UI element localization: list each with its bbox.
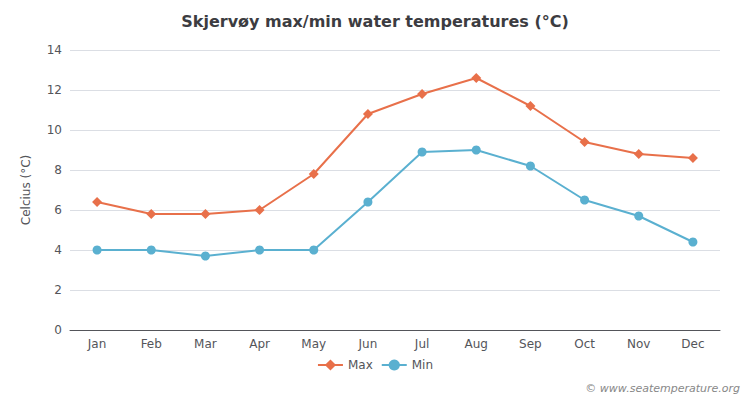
svg-text:Skjervøy max/min water tempera: Skjervøy max/min water temperatures (°C) <box>181 12 569 31</box>
svg-text:Jun: Jun <box>358 337 378 351</box>
svg-text:Nov: Nov <box>627 337 650 351</box>
svg-text:14: 14 <box>47 43 62 57</box>
svg-text:May: May <box>301 337 326 351</box>
svg-text:Mar: Mar <box>194 337 217 351</box>
svg-text:12: 12 <box>47 83 62 97</box>
svg-text:10: 10 <box>47 123 62 137</box>
svg-text:© www.seatemperature.org: © www.seatemperature.org <box>585 382 740 395</box>
svg-text:8: 8 <box>54 163 62 177</box>
svg-text:2: 2 <box>54 283 62 297</box>
svg-text:Dec: Dec <box>681 337 704 351</box>
svg-text:Celcius (°C): Celcius (°C) <box>19 155 33 225</box>
svg-text:Oct: Oct <box>574 337 595 351</box>
svg-text:6: 6 <box>54 203 62 217</box>
svg-text:0: 0 <box>54 323 62 337</box>
svg-text:Aug: Aug <box>465 337 488 351</box>
svg-text:Jan: Jan <box>87 337 107 351</box>
svg-text:Min: Min <box>412 358 433 372</box>
svg-text:Max: Max <box>348 358 373 372</box>
svg-text:4: 4 <box>54 243 62 257</box>
svg-text:Sep: Sep <box>519 337 542 351</box>
svg-text:Jul: Jul <box>414 337 429 351</box>
svg-text:Apr: Apr <box>249 337 270 351</box>
svg-text:Feb: Feb <box>141 337 162 351</box>
